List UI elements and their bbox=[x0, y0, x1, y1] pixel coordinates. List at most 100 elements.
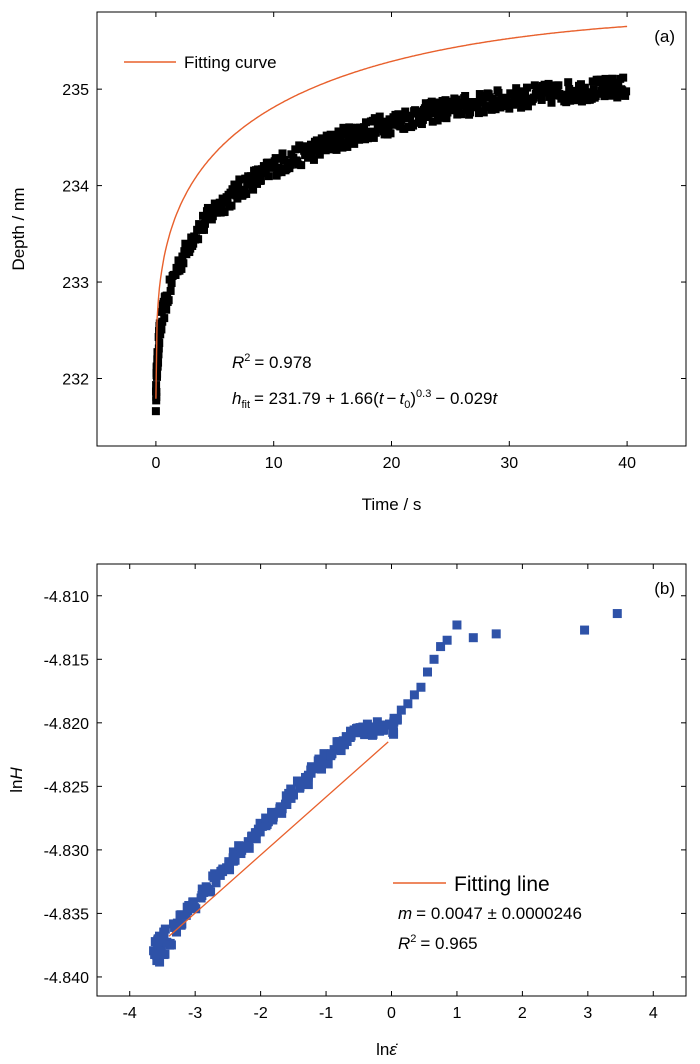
data-point bbox=[194, 235, 203, 244]
data-point bbox=[537, 95, 546, 104]
data-point bbox=[277, 808, 287, 818]
x-tick-label: 10 bbox=[265, 455, 283, 472]
data-point bbox=[223, 196, 232, 205]
data-point bbox=[494, 88, 503, 97]
data-point bbox=[580, 83, 589, 92]
r-squared-annotation-b: R2 = 0.965 bbox=[398, 933, 478, 953]
data-point bbox=[309, 155, 318, 164]
data-point bbox=[406, 111, 415, 120]
data-point bbox=[160, 924, 170, 934]
data-point bbox=[167, 279, 176, 288]
x-tick-label: 2 bbox=[518, 1005, 527, 1022]
data-point bbox=[375, 112, 384, 121]
data-point bbox=[339, 740, 349, 750]
data-point bbox=[481, 102, 490, 111]
data-point bbox=[216, 866, 226, 876]
r-exponent: 2 bbox=[410, 933, 416, 945]
data-point bbox=[418, 115, 427, 124]
data-point bbox=[409, 121, 418, 130]
fitting-line bbox=[168, 741, 389, 937]
data-point bbox=[510, 91, 519, 100]
data-point bbox=[321, 758, 331, 768]
data-point bbox=[442, 635, 452, 645]
eq-part-2: − 0.029 bbox=[435, 389, 492, 408]
data-point bbox=[170, 922, 180, 932]
y-tick-label: -4.820 bbox=[44, 716, 89, 733]
depth-scatter-series bbox=[151, 73, 631, 416]
data-point bbox=[295, 782, 305, 792]
data-point bbox=[225, 865, 235, 875]
data-point bbox=[288, 789, 298, 799]
data-point bbox=[420, 104, 429, 113]
data-point bbox=[164, 296, 173, 305]
data-point bbox=[424, 109, 433, 118]
data-point bbox=[368, 729, 378, 739]
data-point bbox=[280, 156, 289, 165]
data-point bbox=[365, 724, 375, 734]
data-point bbox=[603, 75, 612, 84]
data-point bbox=[181, 910, 191, 920]
data-point bbox=[461, 91, 470, 100]
data-point bbox=[515, 97, 524, 106]
data-point bbox=[547, 98, 556, 107]
y-tick-label: -4.835 bbox=[44, 906, 89, 923]
data-point bbox=[589, 85, 598, 94]
data-point bbox=[233, 194, 242, 203]
data-point bbox=[523, 102, 532, 111]
t-symbol-1: t bbox=[379, 389, 385, 408]
data-point bbox=[228, 856, 238, 866]
data-point bbox=[312, 136, 321, 145]
data-point bbox=[328, 136, 337, 145]
panel-label-b: (b) bbox=[654, 579, 675, 598]
data-point bbox=[210, 199, 219, 208]
data-point bbox=[429, 654, 439, 664]
data-point bbox=[428, 117, 437, 126]
data-point bbox=[422, 667, 432, 677]
fitting-curve bbox=[155, 25, 628, 399]
data-point bbox=[189, 239, 198, 248]
y-tick-label: -4.825 bbox=[44, 779, 89, 796]
data-point bbox=[154, 344, 163, 353]
data-point bbox=[622, 87, 631, 96]
data-point bbox=[307, 150, 316, 159]
data-point bbox=[522, 83, 531, 92]
data-point bbox=[162, 305, 171, 314]
x-tick-label: 40 bbox=[618, 455, 636, 472]
data-point bbox=[475, 90, 484, 99]
data-point bbox=[319, 751, 329, 761]
data-point bbox=[236, 849, 246, 859]
y-tick-label: -4.830 bbox=[44, 843, 89, 860]
data-point bbox=[306, 765, 316, 775]
data-point bbox=[417, 120, 426, 129]
data-point bbox=[154, 358, 163, 367]
data-point bbox=[608, 74, 617, 83]
panel-b: -4 -3 -2 -1 0 1 2 3 4 -4.840 -4.835 -4.830 -4.825 -4.… bbox=[7, 563, 687, 1059]
data-point bbox=[343, 142, 352, 151]
data-point bbox=[403, 699, 413, 709]
data-point bbox=[360, 123, 369, 132]
t0-subscript: 0 bbox=[404, 399, 410, 411]
data-point bbox=[502, 93, 511, 102]
t-symbol-2: t bbox=[399, 389, 405, 408]
m-value: = 0.0047 ± 0.0000246 bbox=[416, 904, 582, 923]
data-point bbox=[371, 723, 381, 733]
data-point bbox=[427, 97, 436, 106]
data-point bbox=[313, 756, 323, 766]
panel-label-a: (a) bbox=[654, 27, 675, 46]
y-label-h-symbol: H bbox=[7, 767, 26, 780]
data-point bbox=[317, 764, 327, 774]
data-point bbox=[244, 843, 254, 853]
data-point bbox=[220, 207, 229, 216]
x-tick-label: -4 bbox=[123, 1005, 137, 1022]
data-point bbox=[183, 906, 193, 916]
data-point bbox=[512, 84, 521, 93]
data-point bbox=[156, 330, 165, 339]
data-point bbox=[286, 784, 296, 794]
data-point bbox=[346, 726, 356, 736]
x-tick-label: -3 bbox=[188, 1005, 202, 1022]
x-tick-label: 4 bbox=[649, 1005, 658, 1022]
data-point bbox=[172, 927, 182, 937]
data-point bbox=[242, 189, 251, 198]
data-point bbox=[151, 407, 160, 416]
